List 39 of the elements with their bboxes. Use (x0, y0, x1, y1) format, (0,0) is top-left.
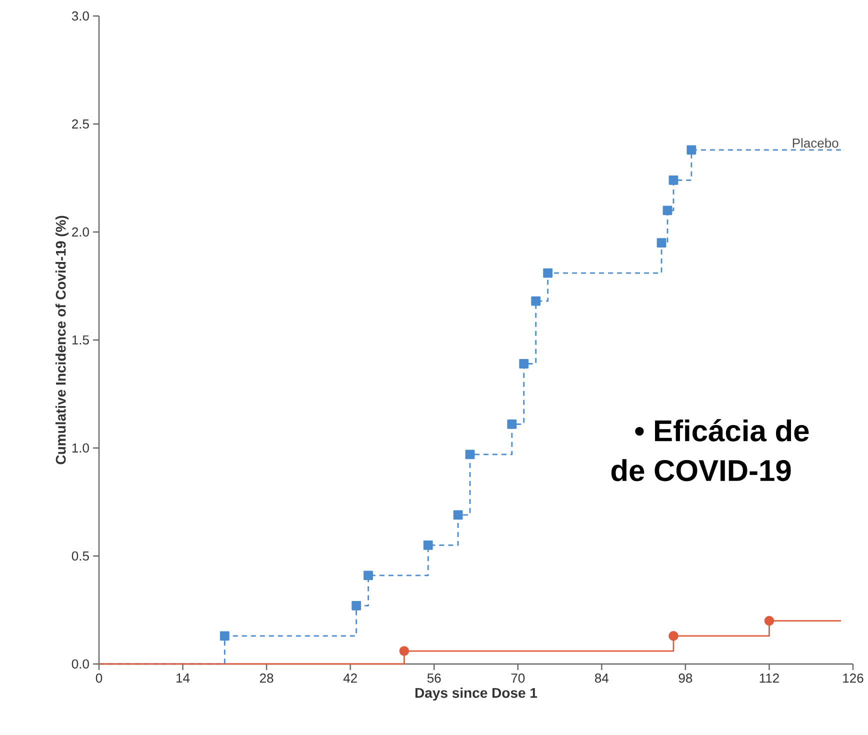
y-tick-label: 1.0 (72, 443, 89, 453)
x-tick-label: 42 (343, 674, 357, 683)
x-tick-label: 70 (511, 674, 525, 683)
y-tick-label: 3.0 (72, 11, 89, 21)
point (507, 420, 517, 429)
point (220, 631, 230, 641)
point (399, 646, 410, 656)
point (662, 206, 672, 216)
point (423, 540, 433, 550)
x-tick-label: 112 (760, 674, 779, 683)
point (764, 616, 774, 626)
x-tick-label: 0 (96, 674, 102, 683)
y-axis-title: Cumulative Incidence of Covid-19 (%) (55, 216, 69, 464)
series-label: Placebo (792, 138, 838, 148)
x-tick-label: 14 (176, 674, 190, 682)
x-axis-title: Days since Dose 1 (415, 688, 538, 701)
x-tick-label: 98 (678, 674, 692, 683)
point (364, 570, 373, 580)
point (656, 238, 666, 248)
y-tick-label: 1.5 (72, 335, 89, 345)
x-tick-label: 28 (260, 674, 274, 683)
annotation: de COVID-19 (611, 459, 791, 482)
x-tick-label: 56 (427, 674, 441, 683)
y-tick-label: 2.0 (72, 227, 89, 237)
point (543, 268, 553, 278)
point (352, 600, 362, 610)
y-tick-label: 2.5 (72, 119, 89, 129)
point (668, 631, 678, 641)
annotation: • Eficácia de (635, 419, 809, 442)
point (465, 450, 475, 460)
point (519, 359, 529, 368)
x-tick-label: 126 (843, 674, 864, 683)
point (453, 510, 463, 520)
point (668, 175, 678, 185)
y-tick-label: 0.5 (72, 551, 89, 561)
point (686, 145, 696, 155)
point (531, 296, 541, 306)
y-tick-label: 0.0 (72, 659, 89, 669)
x-tick-label: 84 (595, 674, 609, 683)
